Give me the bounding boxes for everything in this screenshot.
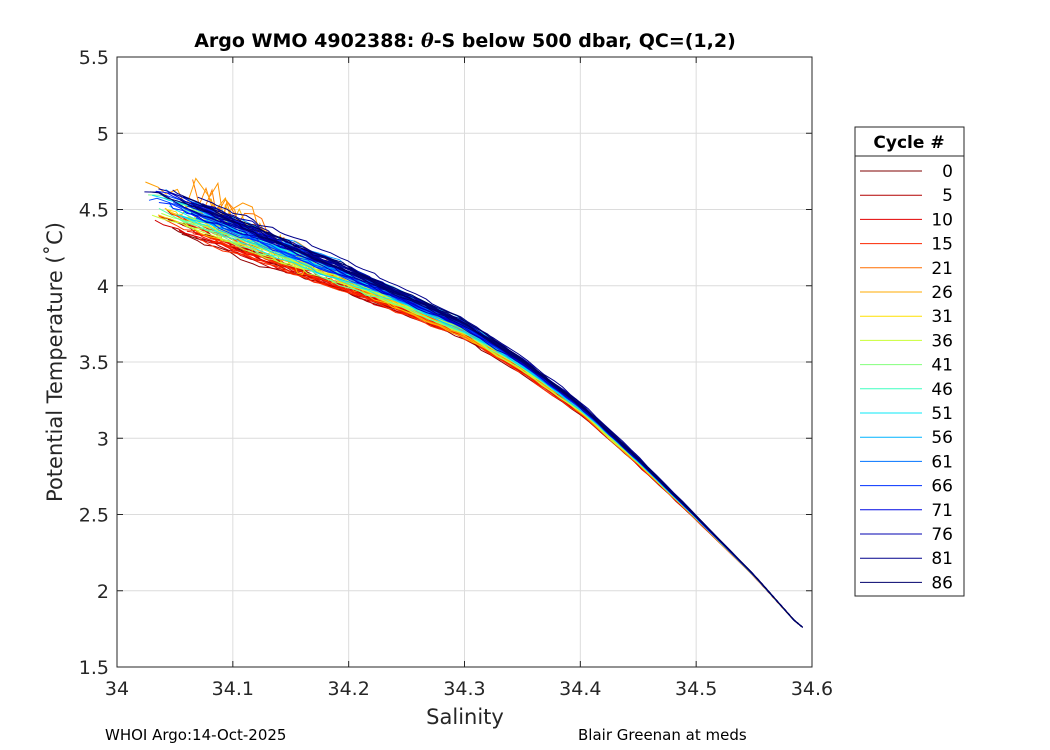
y-axis-label: Potential Temperature (˚C) (43, 222, 67, 502)
legend-entry-label: 26 (931, 283, 953, 303)
profile-cycle-line (180, 219, 804, 628)
x-axis-label: Salinity (426, 705, 504, 729)
legend-entry-label: 5 (942, 186, 953, 206)
legend: Cycle # 0 5 10 15 21 26 31 36 41 46 51 56 61 66 71 76 81… (854, 126, 965, 597)
legend-entries: 0 5 10 15 21 26 31 36 41 46 51 56 61 66 71 76 81 86 (860, 162, 953, 593)
x-tick-label: 34.1 (212, 678, 254, 700)
legend-entry-label: 31 (931, 307, 953, 327)
chart-title: Argo WMO 4902388: θ-S below 500 dbar, QC… (194, 30, 736, 52)
legend-entry-label: 21 (931, 259, 953, 279)
legend-entry-label: 61 (931, 452, 953, 472)
x-tick-label: 34.6 (791, 678, 833, 700)
x-tick-label: 34.2 (328, 678, 370, 700)
footer-left: WHOI Argo:14-Oct-2025 (105, 726, 287, 744)
legend-entry-label: 76 (931, 525, 953, 545)
legend-entry-label: 36 (931, 331, 953, 351)
chart-title-theta: θ (421, 30, 434, 52)
y-tick-label: 3 (97, 428, 109, 450)
legend-entry-label: 41 (931, 356, 953, 376)
y-tick-label: 5.5 (79, 47, 109, 69)
x-tick-label: 34.4 (559, 678, 601, 700)
legend-entry-label: 71 (931, 501, 953, 521)
footer-right: Blair Greenan at meds (578, 726, 747, 744)
x-tick-label: 34.3 (443, 678, 485, 700)
y-tick-label: 4 (97, 276, 109, 298)
x-tick-label: 34 (105, 678, 129, 700)
legend-entry-label: 15 (931, 235, 953, 255)
legend-entry-label: 51 (931, 404, 953, 424)
y-tick-label: 5 (97, 123, 109, 145)
legend-title: Cycle # (873, 133, 944, 153)
y-tick-label: 3.5 (79, 352, 109, 374)
legend-box (854, 126, 965, 597)
legend-entry-label: 46 (931, 380, 953, 400)
y-tick-label: 1.5 (79, 657, 109, 679)
y-tick-label: 2.5 (79, 505, 109, 527)
legend-entry-label: 86 (931, 573, 953, 593)
chart-title-suffix: -S below 500 dbar, QC=(1,2) (434, 30, 736, 52)
legend-entry-label: 56 (931, 428, 953, 448)
profile-cycle-line (182, 196, 804, 628)
profiles (144, 177, 804, 628)
legend-entry-label: 10 (931, 210, 953, 230)
legend-entry-label: 81 (931, 549, 953, 569)
ticks: 34 34.1 34.2 34.3 34.4 34.5 34.6 1.5 2 2.5 3 3.5 4 4.… (79, 47, 833, 700)
y-tick-label: 4.5 (79, 200, 109, 222)
chart-title-prefix: Argo WMO 4902388: (194, 30, 421, 52)
legend-entry-label: 66 (931, 477, 953, 497)
legend-entry-label: 0 (942, 162, 953, 182)
x-tick-label: 34.5 (675, 678, 717, 700)
y-tick-label: 2 (97, 581, 109, 603)
